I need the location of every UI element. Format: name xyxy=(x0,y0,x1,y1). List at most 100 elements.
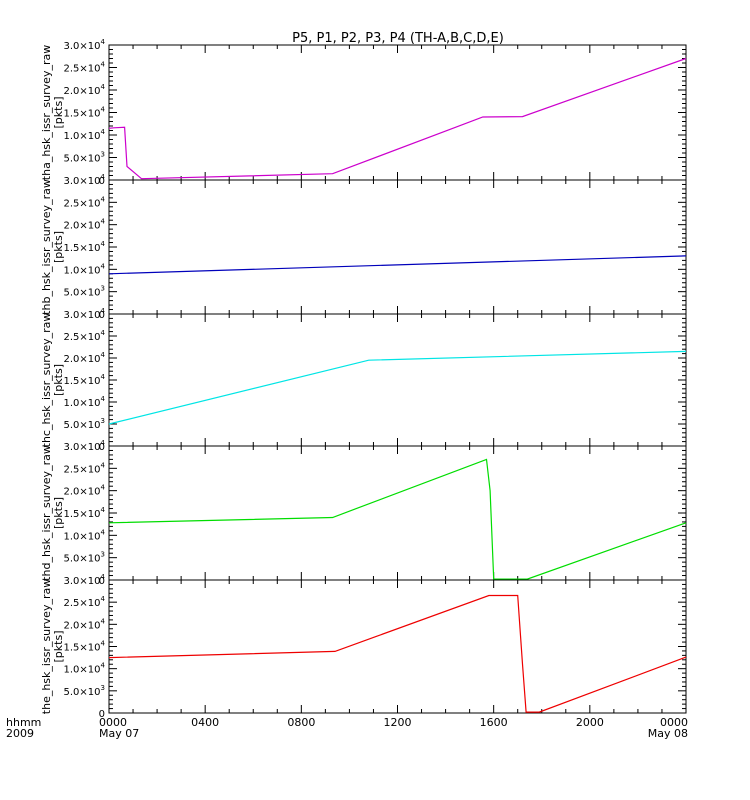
y-tick-label: 2.5×104 xyxy=(64,329,106,343)
y-tick-label: 3.0×104 xyxy=(64,573,106,587)
y-tick-label: 2.0×104 xyxy=(64,83,106,97)
y-tick-exponent: 4 xyxy=(101,351,106,359)
plot-frame xyxy=(108,179,687,315)
y-tick-exponent: 4 xyxy=(101,83,106,91)
series-line xyxy=(108,594,687,713)
y-tick-exponent: 4 xyxy=(101,262,106,270)
y-tick-exponent: 4 xyxy=(101,128,106,136)
series-line xyxy=(108,458,687,580)
y-tick-label: 1.0×104 xyxy=(64,662,106,676)
y-axis-label: thb_hsk_issr_survey_raw xyxy=(40,179,53,315)
y-tick-label: 1.0×104 xyxy=(64,262,106,276)
x-tick-label: 0000 xyxy=(99,716,127,729)
x-corner-label-bottom: 2009 xyxy=(6,727,34,740)
y-tick-label: 1.5×104 xyxy=(64,106,106,120)
x-tick-label: 0000 xyxy=(660,716,688,729)
plot-frame xyxy=(108,579,687,714)
plot-frame xyxy=(108,44,687,181)
y-axis-unit: [pkts] xyxy=(52,631,65,663)
y-tick-label: 0 xyxy=(99,709,105,720)
y-tick-exponent: 4 xyxy=(101,640,106,648)
y-tick-exponent: 3 xyxy=(101,151,105,159)
y-tick-exponent: 4 xyxy=(101,106,106,114)
y-tick-label: 5.0×103 xyxy=(64,285,105,299)
panel-5: 0 5.0×103 1.0×104 1.5×104 2.0×104 2.5×104 3.0×… xyxy=(40,573,687,720)
y-tick-label: 2.5×104 xyxy=(64,61,106,75)
y-tick-label: 0 xyxy=(99,442,105,453)
x-tick-label: 1600 xyxy=(480,716,508,729)
y-tick-exponent: 4 xyxy=(101,38,106,46)
y-tick-label: 1.0×104 xyxy=(64,128,106,142)
y-tick-label: 0 xyxy=(99,176,105,187)
x-corner-label-top: hhmm xyxy=(6,716,41,729)
y-tick-exponent: 4 xyxy=(101,329,106,337)
panel-1: 0 5.0×103 1.0×104 1.5×104 2.0×104 2.5×104 3.0×… xyxy=(40,38,687,187)
x-tick-label: 0400 xyxy=(191,716,219,729)
y-tick-label: 2.5×104 xyxy=(64,461,106,475)
y-tick-label: 1.5×104 xyxy=(64,640,106,654)
plot-frame xyxy=(108,313,687,447)
y-tick-exponent: 4 xyxy=(101,61,106,69)
y-tick-label: 2.0×104 xyxy=(64,617,106,631)
y-tick-exponent: 3 xyxy=(101,551,105,559)
y-axis-label: thc_hsk_issr_survey_raw xyxy=(40,313,53,448)
y-tick-label: 3.0×104 xyxy=(64,439,106,453)
y-axis-unit: [pkts] xyxy=(52,497,65,529)
y-tick-label: 2.0×104 xyxy=(64,484,106,498)
y-tick-label: 1.0×104 xyxy=(64,528,106,542)
x-tick-label: 2000 xyxy=(576,716,604,729)
y-tick-exponent: 4 xyxy=(101,395,106,403)
y-tick-label: 5.0×103 xyxy=(64,417,105,431)
y-tick-exponent: 3 xyxy=(101,285,105,293)
y-tick-exponent: 4 xyxy=(101,528,106,536)
y-tick-label: 1.5×104 xyxy=(64,373,106,387)
panel-4: 0 5.0×103 1.0×104 1.5×104 2.0×104 2.5×104 3.0×… xyxy=(40,439,687,587)
y-tick-exponent: 4 xyxy=(101,617,106,625)
y-axis-label: the_hsk_issr_survey_raw xyxy=(40,579,53,714)
y-tick-exponent: 3 xyxy=(101,684,105,692)
y-tick-label: 2.5×104 xyxy=(64,595,106,609)
y-tick-label: 0 xyxy=(99,576,105,587)
y-tick-exponent: 4 xyxy=(101,439,106,447)
y-axis-label: tha_hsk_issr_survey_raw xyxy=(40,45,53,180)
y-tick-exponent: 4 xyxy=(101,573,106,581)
y-tick-exponent: 4 xyxy=(101,484,106,492)
y-tick-exponent: 4 xyxy=(101,240,106,248)
y-tick-label: 5.0×103 xyxy=(64,151,105,165)
y-tick-exponent: 4 xyxy=(101,595,106,603)
y-tick-label: 2.5×104 xyxy=(64,195,106,209)
y-tick-label: 0 xyxy=(99,310,105,321)
y-tick-exponent: 4 xyxy=(101,461,106,469)
y-tick-exponent: 4 xyxy=(101,307,106,315)
y-tick-exponent: 4 xyxy=(101,173,106,181)
chart-title: P5, P1, P2, P3, P4 (TH-A,B,C,D,E) xyxy=(292,31,504,46)
y-tick-exponent: 4 xyxy=(101,662,106,670)
y-tick-exponent: 3 xyxy=(101,417,105,425)
panel-3: 0 5.0×103 1.0×104 1.5×104 2.0×104 2.5×104 3.0×… xyxy=(40,307,687,453)
y-tick-label: 3.0×104 xyxy=(64,38,106,52)
y-tick-label: 2.0×104 xyxy=(64,351,106,365)
y-tick-label: 5.0×103 xyxy=(64,551,105,565)
y-tick-label: 2.0×104 xyxy=(64,218,106,232)
x-tick-label: 1200 xyxy=(384,716,412,729)
y-axis-unit: [pkts] xyxy=(52,231,65,263)
y-tick-exponent: 4 xyxy=(101,506,106,514)
y-axis-unit: [pkts] xyxy=(52,97,65,129)
y-tick-label: 5.0×103 xyxy=(64,684,105,698)
x-tick-date: May 07 xyxy=(99,727,139,740)
y-tick-label: 1.0×104 xyxy=(64,395,106,409)
y-tick-label: 3.0×104 xyxy=(64,173,106,187)
series-line xyxy=(108,57,687,180)
y-tick-label: 1.5×104 xyxy=(64,506,106,520)
series-line xyxy=(108,255,687,275)
panel-2: 0 5.0×103 1.0×104 1.5×104 2.0×104 2.5×104 3.0×… xyxy=(40,173,687,321)
y-tick-exponent: 4 xyxy=(101,195,106,203)
panels: 0 5.0×103 1.0×104 1.5×104 2.0×104 2.5×104 3.0×… xyxy=(40,38,687,720)
x-tick-date: May 08 xyxy=(648,727,688,740)
y-axis-label: thd_hsk_issr_survey_raw xyxy=(40,445,53,581)
y-axis-unit: [pkts] xyxy=(52,364,65,396)
x-tick-label: 0800 xyxy=(287,716,315,729)
series-line xyxy=(108,350,687,425)
